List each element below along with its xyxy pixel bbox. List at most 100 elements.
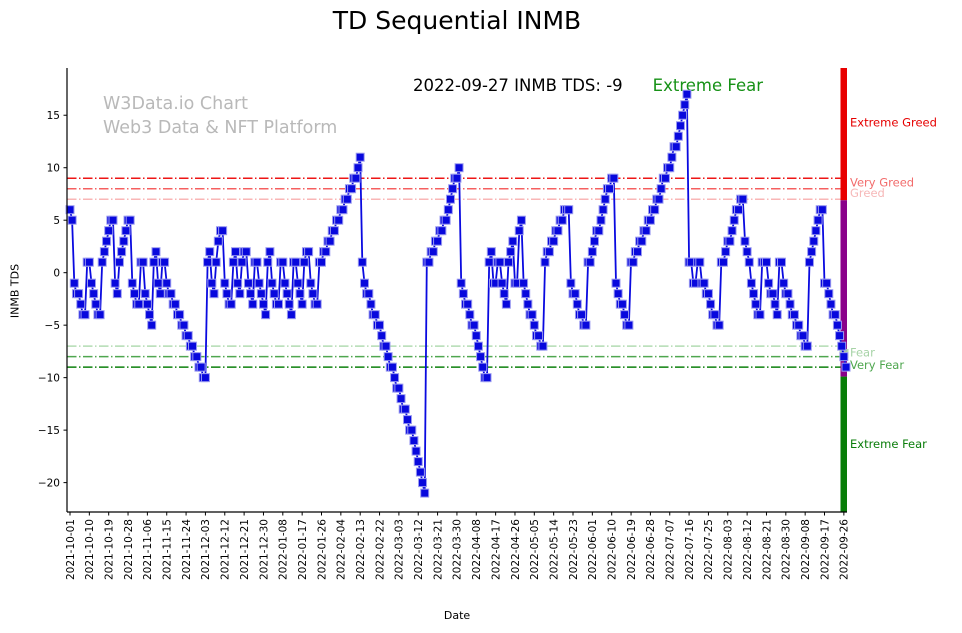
data-marker — [508, 236, 518, 246]
data-marker — [295, 289, 305, 299]
x-tick-label: 2021-12-12 — [220, 519, 232, 580]
data-marker — [667, 152, 677, 162]
data-marker — [594, 226, 604, 236]
data-marker — [761, 257, 771, 267]
data-marker — [312, 299, 322, 309]
data-marker — [411, 446, 421, 456]
data-marker — [207, 278, 217, 288]
data-marker — [738, 194, 748, 204]
data-marker — [407, 425, 417, 435]
data-marker — [832, 320, 842, 330]
data-marker — [721, 247, 731, 257]
x-tick-label: 2022-03-12 — [413, 519, 425, 580]
data-marker — [413, 457, 423, 467]
data-marker — [807, 247, 817, 257]
data-marker — [233, 278, 243, 288]
data-marker — [471, 331, 481, 341]
data-marker — [394, 383, 404, 393]
data-marker — [710, 310, 720, 320]
data-marker — [822, 278, 832, 288]
data-marker — [789, 310, 799, 320]
data-marker — [286, 310, 296, 320]
data-marker — [654, 194, 664, 204]
data-marker — [809, 236, 819, 246]
data-marker — [351, 173, 361, 183]
data-marker — [170, 299, 180, 309]
data-marker — [740, 236, 750, 246]
data-marker — [837, 341, 847, 351]
data-marker — [794, 320, 804, 330]
data-marker — [325, 236, 335, 246]
x-tick-label: 2022-01-08 — [278, 519, 290, 580]
data-marker — [624, 320, 634, 330]
data-marker — [473, 341, 483, 351]
zone-label-greed: Greed — [850, 186, 885, 200]
y-tick-label: −10 — [38, 372, 60, 384]
data-marker — [304, 247, 314, 257]
data-marker — [267, 278, 277, 288]
zone-label-fear: Fear — [850, 345, 875, 359]
x-tick-label: 2022-04-26 — [510, 519, 522, 580]
data-marker — [86, 278, 96, 288]
data-marker — [80, 310, 90, 320]
data-marker — [153, 278, 163, 288]
x-tick-label: 2022-03-21 — [432, 519, 444, 580]
data-marker — [134, 299, 144, 309]
data-marker — [783, 289, 793, 299]
data-marker — [671, 142, 681, 152]
data-marker — [484, 257, 494, 267]
data-marker — [67, 215, 77, 225]
x-tick-label: 2022-08-03 — [723, 519, 735, 580]
data-marker — [605, 184, 615, 194]
data-marker — [108, 215, 118, 225]
data-marker — [306, 278, 316, 288]
data-marker — [254, 278, 264, 288]
data-marker — [495, 257, 505, 267]
data-marker — [463, 299, 473, 309]
chart-title: TD Sequential INMB — [332, 6, 582, 35]
data-marker — [611, 278, 621, 288]
annotation-sentiment-label: Extreme Fear — [652, 76, 764, 95]
y-tick-label: 5 — [53, 215, 60, 227]
data-marker — [527, 310, 537, 320]
data-marker — [549, 236, 559, 246]
data-marker — [65, 205, 75, 215]
data-marker — [678, 110, 688, 120]
data-marker — [486, 247, 496, 257]
data-marker — [125, 215, 135, 225]
data-marker — [114, 257, 124, 267]
data-marker — [682, 89, 692, 99]
data-marker — [127, 278, 137, 288]
data-marker — [637, 236, 647, 246]
data-marker — [830, 310, 840, 320]
data-marker — [645, 215, 655, 225]
data-marker — [261, 310, 271, 320]
data-marker — [770, 299, 780, 309]
data-marker — [841, 362, 851, 372]
data-marker — [400, 404, 410, 414]
x-tick-label: 2022-02-13 — [355, 519, 367, 580]
data-marker — [359, 278, 369, 288]
data-marker — [564, 205, 574, 215]
watermark-line1: W3Data.io Chart — [103, 94, 249, 114]
data-marker — [660, 173, 670, 183]
x-tick-label: 2022-03-30 — [452, 519, 464, 580]
data-marker — [587, 247, 597, 257]
data-marker — [609, 173, 619, 183]
data-marker — [557, 215, 567, 225]
data-marker — [246, 289, 256, 299]
data-marker — [534, 331, 544, 341]
data-marker — [383, 352, 393, 362]
data-marker — [521, 289, 531, 299]
data-marker — [437, 226, 447, 236]
data-marker — [826, 299, 836, 309]
data-marker — [746, 278, 756, 288]
y-tick-label: 10 — [47, 162, 60, 174]
data-marker — [76, 299, 86, 309]
data-marker — [252, 257, 262, 267]
data-marker — [777, 257, 787, 267]
data-marker — [175, 310, 185, 320]
zone-label-very-fear: Very Fear — [850, 358, 904, 372]
data-marker — [274, 299, 284, 309]
data-marker — [443, 205, 453, 215]
